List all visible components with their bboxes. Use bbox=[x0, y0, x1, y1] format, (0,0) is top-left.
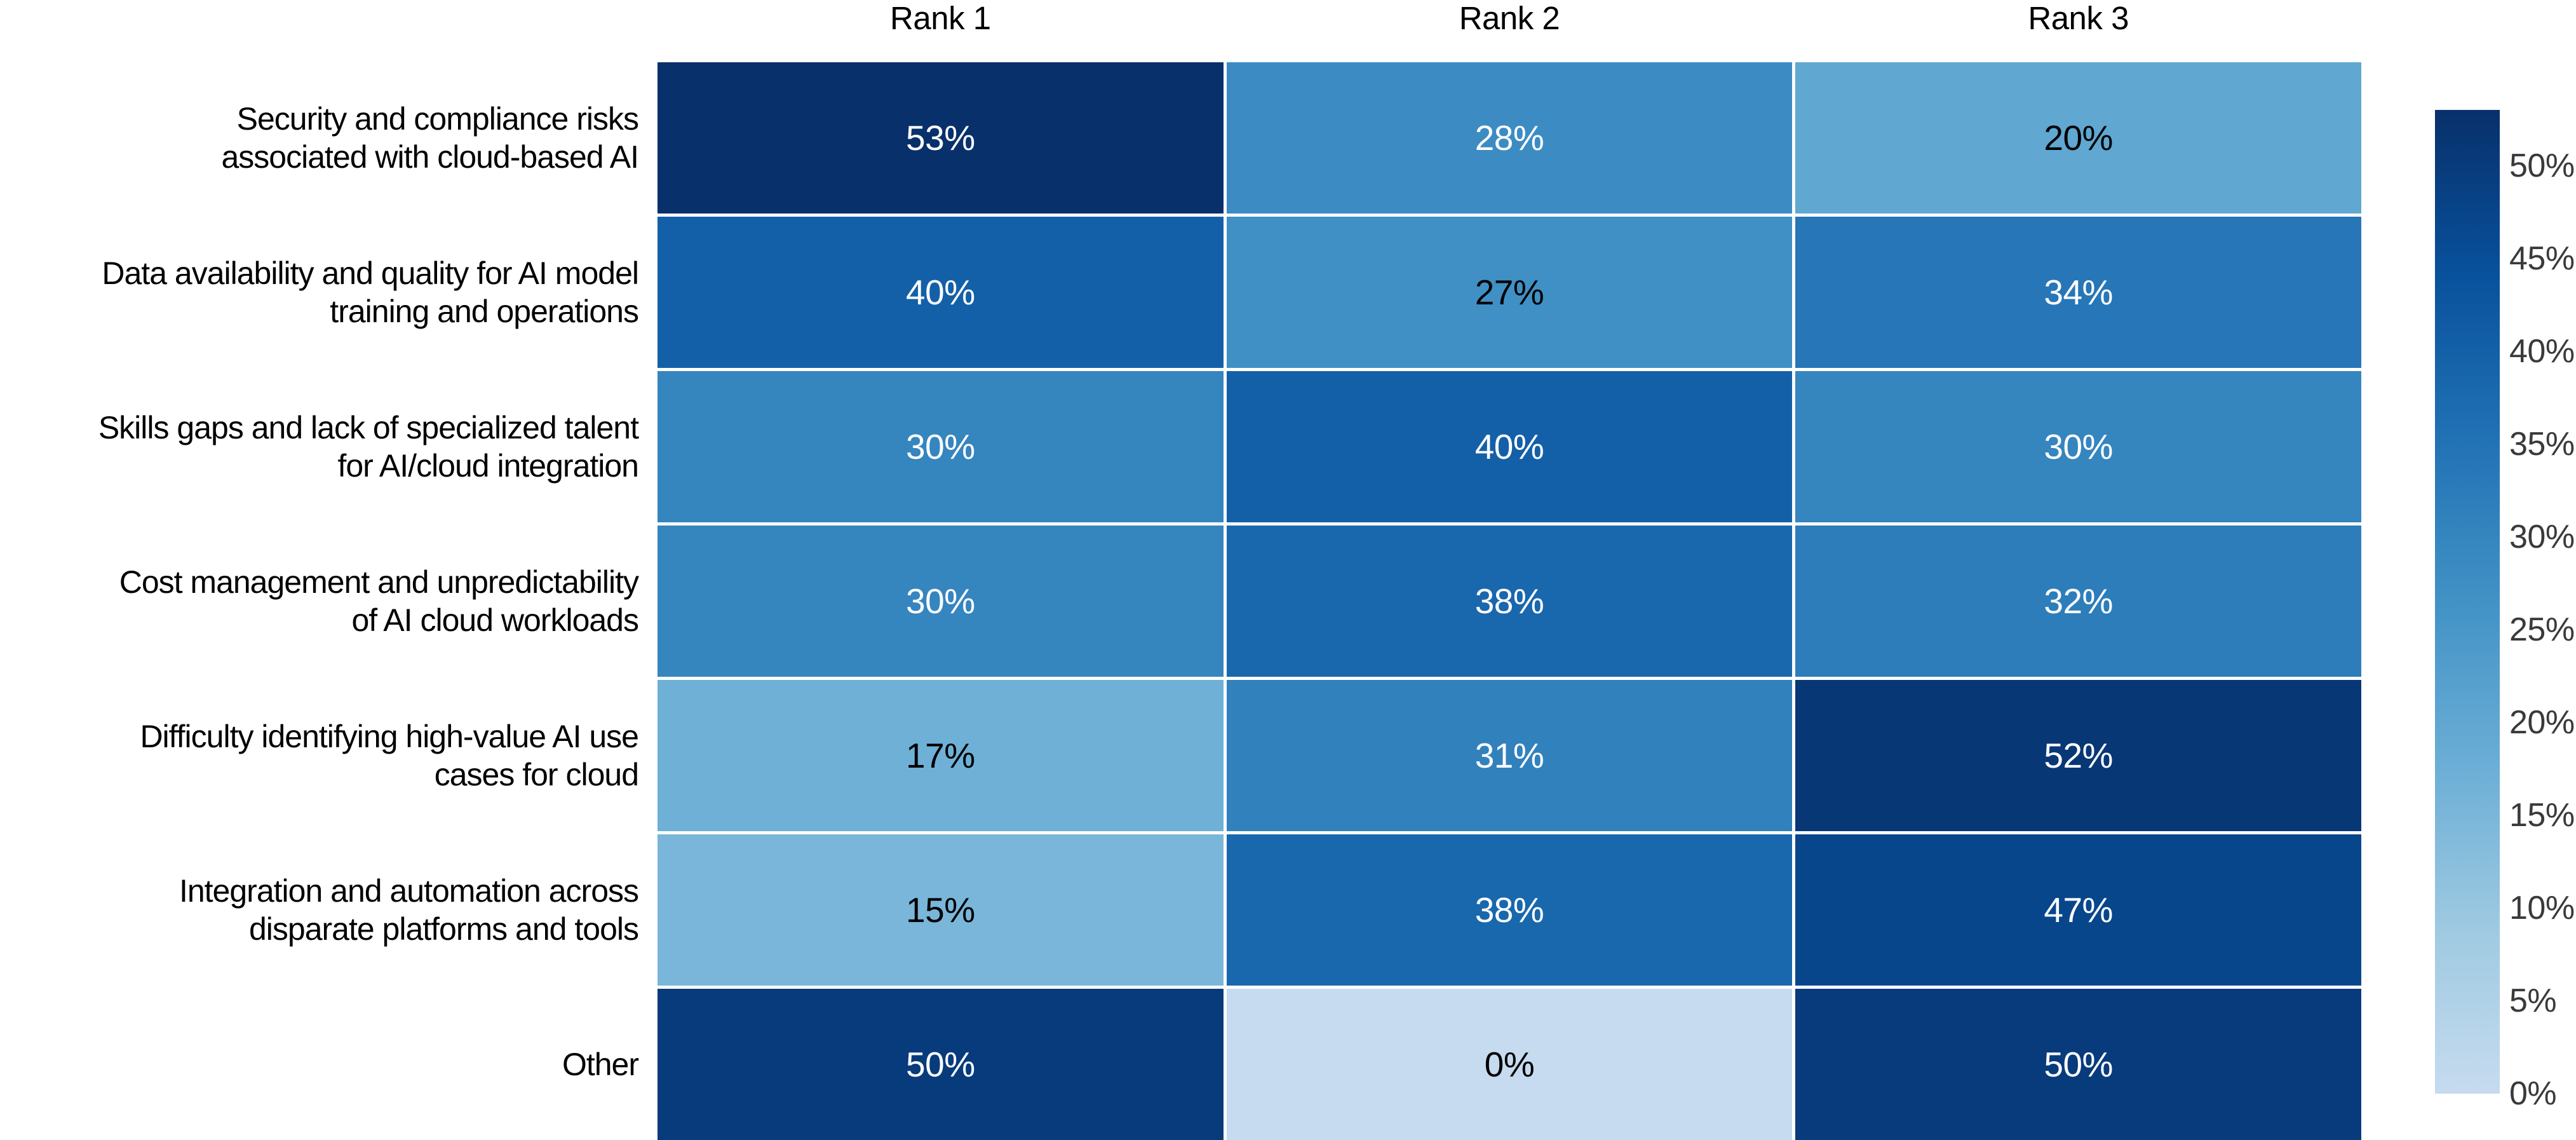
heatmap-cell: 50% bbox=[1795, 989, 2361, 1140]
row-label-integration-automation: Integration and automation across dispar… bbox=[179, 873, 639, 947]
colorbar-tick-0: 0% bbox=[2509, 1075, 2557, 1112]
row-label-data-availability: Data availability and quality for AI mod… bbox=[102, 255, 639, 329]
column-header-rank-2: Rank 2 bbox=[1459, 0, 1560, 36]
heatmap-cell: 0% bbox=[1226, 989, 1793, 1140]
column-headers: Rank 1 Rank 2 Rank 3 bbox=[657, 0, 2361, 62]
heatmap-cell: 20% bbox=[1795, 62, 2361, 214]
row-labels: Security and compliance risks associated… bbox=[0, 62, 639, 1140]
colorbar-tick-50: 50% bbox=[2509, 147, 2575, 184]
heatmap-cell: 47% bbox=[1795, 834, 2361, 986]
colorbar-tick-45: 45% bbox=[2509, 240, 2575, 277]
heatmap-cell: 30% bbox=[657, 371, 1224, 522]
heatmap-cell: 32% bbox=[1795, 526, 2361, 677]
colorbar-tick-25: 25% bbox=[2509, 611, 2575, 648]
row-label-other: Other bbox=[562, 1047, 639, 1082]
colorbar-gradient bbox=[2435, 110, 2500, 1094]
heatmap-cell: 38% bbox=[1226, 526, 1793, 677]
heatmap-grid: 53% 28% 20% 40% 27% 34% 30% 40% 30% 30% … bbox=[657, 62, 2361, 1140]
heatmap-cell: 53% bbox=[657, 62, 1224, 214]
heatmap-cell: 31% bbox=[1226, 680, 1793, 831]
heatmap-cell: 50% bbox=[657, 989, 1224, 1140]
heatmap-cell: 38% bbox=[1226, 834, 1793, 986]
row-label-cost-management: Cost management and unpredictability of … bbox=[119, 564, 639, 638]
heatmap-cell: 30% bbox=[1795, 371, 2361, 522]
colorbar-tick-labels: 50% 45% 40% 35% 30% 25% 20% 15% 10% 5% 0… bbox=[2509, 110, 2576, 1110]
row-label-security-compliance: Security and compliance risks associated… bbox=[221, 101, 639, 175]
column-header-rank-3: Rank 3 bbox=[2028, 0, 2129, 36]
heatmap-cell: 28% bbox=[1226, 62, 1793, 214]
colorbar-tick-35: 35% bbox=[2509, 426, 2575, 463]
heatmap-cell: 17% bbox=[657, 680, 1224, 831]
colorbar-tick-10: 10% bbox=[2509, 890, 2575, 926]
row-label-difficulty-identifying: Difficulty identifying high-value AI use… bbox=[140, 719, 639, 792]
heatmap-cell: 15% bbox=[657, 834, 1224, 986]
heatmap-cell: 40% bbox=[1226, 371, 1793, 522]
heatmap-cell: 27% bbox=[1226, 217, 1793, 368]
colorbar-tick-30: 30% bbox=[2509, 519, 2575, 555]
heatmap-cell: 40% bbox=[657, 217, 1224, 368]
colorbar-tick-20: 20% bbox=[2509, 704, 2575, 741]
colorbar-tick-15: 15% bbox=[2509, 797, 2575, 834]
column-header-rank-1: Rank 1 bbox=[890, 0, 991, 36]
heatmap-cell: 52% bbox=[1795, 680, 2361, 831]
colorbar-tick-5: 5% bbox=[2509, 982, 2557, 1019]
heatmap-cell: 34% bbox=[1795, 217, 2361, 368]
heatmap-cell: 30% bbox=[657, 526, 1224, 677]
row-label-skills-gaps: Skills gaps and lack of specialized tale… bbox=[98, 410, 639, 484]
colorbar-tick-40: 40% bbox=[2509, 333, 2575, 370]
